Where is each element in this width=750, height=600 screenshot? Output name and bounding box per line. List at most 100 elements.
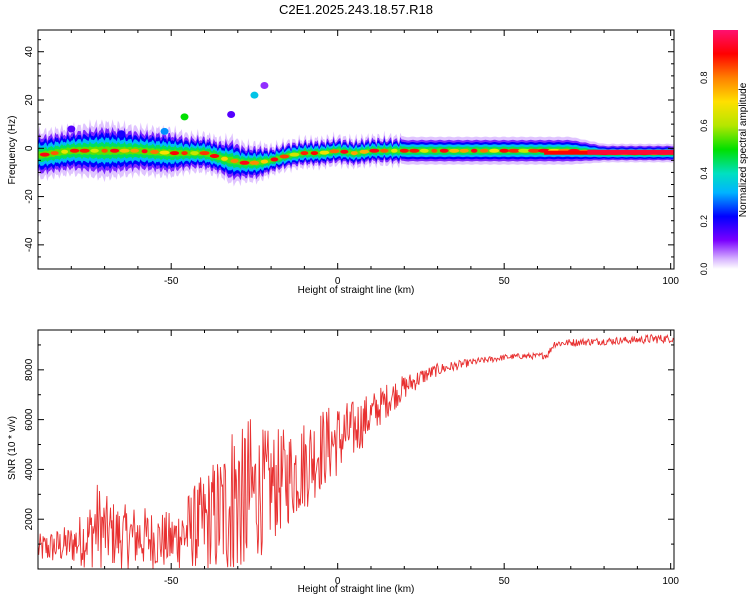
- ridge-core: [470, 148, 478, 153]
- colorbar: 0.0 0.2 0.4 0.6 0.8 Normalized spectral ampl…: [699, 30, 749, 275]
- snr-border: [37, 329, 675, 570]
- ridge-core: [300, 151, 309, 156]
- ridge-core: [209, 154, 220, 158]
- ridge-core: [329, 149, 340, 154]
- spectrogram-heatmap: [38, 82, 674, 187]
- snr-frame: [38, 330, 674, 569]
- y-tick-label: 20: [24, 94, 35, 106]
- spectrogram-y-label: Frequency (Hz): [7, 116, 18, 185]
- y-tick-label: 2000: [24, 508, 35, 531]
- colorbar-tick-label: 0.4: [699, 167, 709, 180]
- ridge-core: [319, 150, 330, 155]
- y-tick-label: 8000: [24, 358, 35, 381]
- spectrogram-ticks: -50 0 50 100 -40 -20 0 20 40: [24, 30, 679, 287]
- y-tick-label: -20: [24, 189, 35, 204]
- ridge-core: [359, 149, 369, 154]
- y-tick-label: 6000: [24, 408, 35, 431]
- spectrogram-panel: -50 0 50 100 -40 -20 0 20 40 Height of straight …: [7, 29, 679, 296]
- ridge-core: [181, 151, 188, 156]
- ridge-core: [409, 148, 420, 153]
- ridge-core: [459, 148, 469, 153]
- ridge-core: [221, 156, 228, 161]
- ridge-core: [449, 148, 460, 153]
- ridge-core: [249, 160, 260, 165]
- ridge-strong-band: [587, 149, 674, 155]
- x-tick-label: 0: [335, 576, 341, 587]
- chart-title: C2E1.2025.243.18.57.R18: [279, 2, 433, 17]
- ridge-core: [141, 149, 148, 154]
- y-tick-label: -40: [24, 237, 35, 252]
- x-tick-label: 50: [499, 576, 511, 587]
- ridge-core: [69, 148, 80, 153]
- spectrogram-x-label: Height of straight line (km): [298, 285, 415, 296]
- ridge-core: [479, 148, 489, 153]
- colorbar-gradient: [713, 30, 738, 269]
- ridge-core: [169, 151, 180, 156]
- x-tick-label: 0: [335, 276, 341, 287]
- y-tick-label: 4000: [24, 458, 35, 481]
- y-tick-label: 0: [24, 145, 35, 151]
- colorbar-ticks: 0.0 0.2 0.4 0.6 0.8: [699, 72, 709, 276]
- ridge-core: [50, 151, 59, 156]
- colorbar-tick-label: 0.0: [699, 263, 709, 276]
- ridge-core: [270, 157, 279, 162]
- colorbar-label: Normalized spectral amplitude: [738, 82, 749, 217]
- ridge-core: [439, 148, 449, 153]
- x-tick-label: -50: [164, 276, 179, 287]
- ridge-core: [90, 148, 99, 153]
- spectral-blob: [180, 113, 189, 121]
- ridge-core: [528, 148, 541, 153]
- ridge-core: [350, 151, 358, 156]
- ridge-core: [499, 148, 509, 153]
- snr-y-label: SNR (10 * v/v): [7, 416, 18, 480]
- ridge-core: [489, 148, 500, 153]
- ridge-core: [518, 148, 531, 153]
- ridge-core: [230, 159, 239, 163]
- x-tick-label: 50: [499, 276, 511, 287]
- ridge-core: [369, 148, 380, 153]
- x-tick-label: 100: [662, 576, 679, 587]
- ridge-core: [39, 152, 50, 157]
- colorbar-tick-label: 0.8: [699, 72, 709, 85]
- spectral-blob: [67, 125, 76, 133]
- ridge-core: [380, 148, 389, 153]
- x-tick-label: 100: [662, 276, 679, 287]
- ridge-core: [508, 148, 521, 153]
- colorbar-tick-label: 0.2: [699, 215, 709, 228]
- ridge-core: [289, 152, 300, 157]
- ridge-core: [190, 151, 199, 156]
- spectral-blob: [250, 91, 259, 99]
- spectral-blob: [160, 127, 169, 135]
- spectral-blob: [260, 82, 269, 90]
- colorbar-tick-label: 0.6: [699, 119, 709, 132]
- snr-line: [38, 333, 674, 569]
- ridge-core: [110, 148, 120, 153]
- ridge-core: [61, 149, 69, 154]
- x-tick-label: -50: [164, 576, 179, 587]
- snr-panel: -50 0 50 100 2000 4000 6000 8000 Height of stra…: [7, 329, 679, 595]
- ridge-core: [101, 148, 108, 153]
- snr-x-label: Height of straight line (km): [298, 584, 415, 595]
- ridge-core: [150, 149, 159, 154]
- ridge-core: [310, 151, 319, 156]
- ridge-core: [391, 148, 398, 153]
- ridge-core: [130, 148, 139, 153]
- ridge-core: [79, 148, 90, 153]
- ridge-core: [399, 148, 409, 153]
- snr-ticks: -50 0 50 100 2000 4000 6000 8000: [24, 330, 679, 587]
- ridge-band-shape: [38, 141, 674, 170]
- ridge-core: [260, 159, 269, 164]
- ridge-core: [340, 149, 349, 154]
- ridge-band-4: [38, 141, 674, 170]
- y-tick-label: 40: [24, 46, 35, 58]
- spectrogram-border: [37, 29, 675, 270]
- ridge-core: [239, 160, 250, 165]
- ridge-core: [199, 151, 210, 156]
- ridge-core: [119, 148, 130, 153]
- ridge-core: [419, 148, 429, 153]
- ridge-core: [431, 148, 438, 153]
- spectral-blob: [227, 110, 236, 118]
- ridge-core: [279, 154, 290, 159]
- snr-series: [38, 333, 674, 569]
